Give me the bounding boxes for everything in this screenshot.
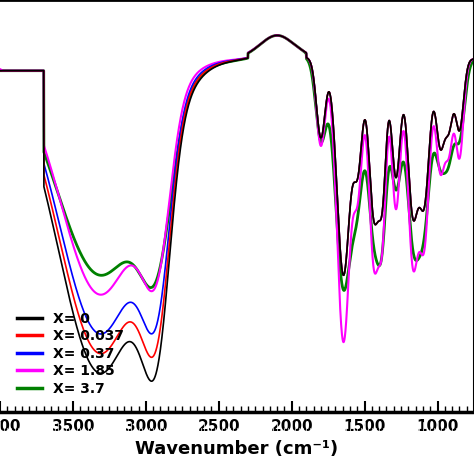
X= 0.037 — [282, 35, 287, 40]
X= 3.7 — [306, 59, 311, 64]
X= 0.037 — [351, 180, 357, 185]
X= 3.7 — [178, 128, 184, 134]
X= 0.37 — [471, 56, 474, 62]
X= 0 — [0, 68, 3, 73]
X= 0 — [274, 33, 280, 38]
X= 0 — [351, 180, 357, 185]
X= 0.037 — [83, 333, 89, 339]
X= 3.7 — [341, 288, 347, 293]
X= 1.85 — [387, 136, 393, 142]
X= 3.7 — [83, 261, 89, 266]
X= 0 — [149, 378, 155, 384]
X= 1.85 — [178, 113, 184, 118]
X= 0.37 — [351, 180, 357, 185]
X= 0 — [178, 140, 184, 146]
X= 0.037 — [274, 33, 280, 38]
X= 0.37 — [274, 33, 280, 38]
X= 0.37 — [306, 56, 311, 62]
X= 0.37 — [83, 314, 89, 320]
X= 0.037 — [149, 355, 155, 360]
X= 1.85 — [306, 56, 311, 62]
X= 1.85 — [274, 33, 280, 38]
X= 1.85 — [0, 66, 3, 72]
Line: X= 3.7: X= 3.7 — [0, 36, 474, 291]
X= 3.7 — [274, 33, 280, 38]
X= 0.037 — [306, 56, 311, 62]
X= 0.37 — [98, 331, 104, 337]
X= 1.85 — [282, 35, 287, 40]
X= 0.37 — [282, 35, 287, 40]
X= 0 — [306, 56, 311, 62]
X= 0.037 — [471, 56, 474, 62]
Line: X= 0: X= 0 — [0, 36, 474, 381]
X= 1.85 — [83, 277, 89, 283]
X= 1.85 — [471, 56, 474, 62]
X= 0.37 — [178, 124, 184, 130]
X= 0.037 — [178, 132, 184, 138]
Line: X= 0.037: X= 0.037 — [0, 36, 474, 357]
X= 3.7 — [471, 57, 474, 63]
X= 1.85 — [351, 211, 357, 217]
X= 3.7 — [0, 68, 3, 73]
Legend: X= 0, X= 0.037, X= 0.37, X= 1.85, X= 3.7: X= 0, X= 0.037, X= 0.37, X= 1.85, X= 3.7 — [12, 306, 130, 401]
X= 3.7 — [387, 164, 393, 169]
X= 0.37 — [0, 68, 3, 73]
Line: X= 0.37: X= 0.37 — [0, 36, 474, 334]
X= 0 — [471, 56, 474, 62]
X= 0.037 — [387, 119, 393, 125]
X= 0 — [387, 119, 393, 125]
X= 0 — [83, 352, 89, 358]
X= 3.7 — [282, 35, 287, 40]
X= 1.85 — [341, 339, 346, 345]
X= 0.037 — [0, 68, 3, 73]
X= 3.7 — [351, 235, 357, 240]
X-axis label: Wavenumber (cm⁻¹): Wavenumber (cm⁻¹) — [136, 440, 338, 458]
X= 0.37 — [387, 119, 393, 125]
Line: X= 1.85: X= 1.85 — [0, 36, 474, 342]
X= 0 — [282, 35, 287, 40]
